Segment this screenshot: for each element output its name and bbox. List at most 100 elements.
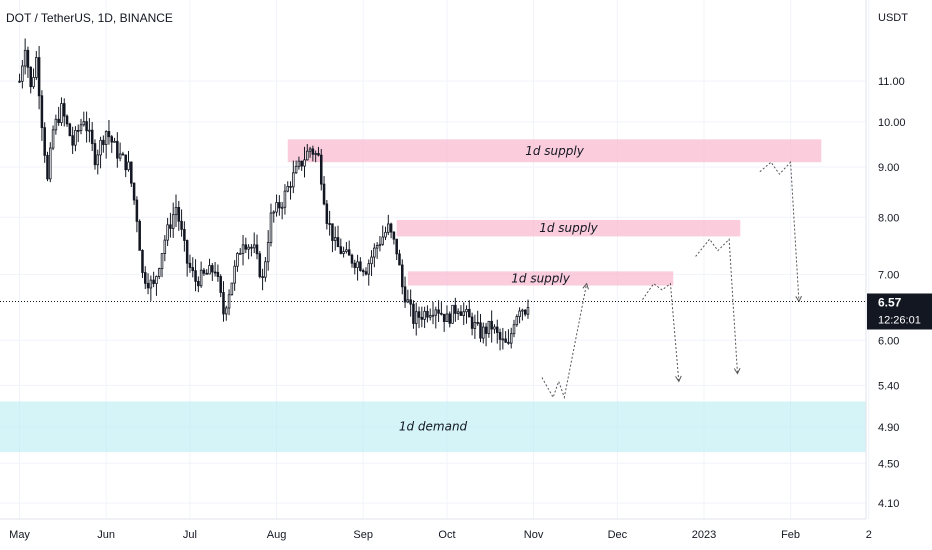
candle-body [378,243,382,246]
projection-path [695,238,738,374]
candle-body [300,160,303,167]
demand-zone-label: 1d demand [399,420,468,434]
candle-body [233,265,236,284]
candle-body [202,269,206,274]
candle-body [487,320,491,334]
candle-body [518,310,521,317]
last-price-value: 6.57 [878,295,902,309]
candle-body [423,310,426,320]
price-tick-label: 11.00 [878,76,905,88]
candle-body [278,202,281,209]
candle-body [325,203,329,224]
candle-body [289,186,292,188]
candle-body [143,272,147,284]
supply-zone-label: 1d supply [525,144,584,158]
candle-body [194,270,197,282]
candle-body [205,272,208,275]
price-tick-label: 4.90 [878,422,899,434]
price-tick-label: 4.50 [878,458,899,470]
candle-body [79,124,83,132]
candle-body [269,212,273,243]
candle-body [222,292,225,315]
candle-body [37,57,41,97]
candle-body [342,251,345,254]
candle-body [57,118,60,123]
candle-body [236,253,239,267]
candle-body [294,165,298,174]
projection-arrowhead [733,367,741,375]
candle-body [46,154,49,180]
candle-body [339,246,343,254]
candle-body [373,247,376,258]
price-tick-label: 7.00 [878,269,899,281]
candle-body [384,231,387,238]
candle-body [451,304,454,324]
candle-body [157,268,161,277]
candle-body [65,115,69,125]
candle-body [347,249,351,256]
projection-path [759,161,800,302]
candle-body [521,309,524,312]
candle-body [238,252,242,255]
candle-body [132,182,136,201]
candle-body [76,129,80,132]
candle-body [35,57,38,78]
time-tick-label: Jul [183,529,197,541]
time-tick-label: Sep [353,529,373,541]
candle-body [319,154,323,185]
candle-body [454,304,457,314]
candle-body [412,303,415,324]
time-tick-label: Feb [781,529,800,541]
candle-body [283,190,287,208]
candle-body [437,309,440,314]
candle-body [110,136,114,143]
candle-body [102,139,105,145]
candle-body [465,308,468,313]
candle-body [104,131,108,145]
candle-body [470,316,474,329]
time-tick-label: Jun [97,529,115,541]
time-tick-label: Aug [267,529,287,541]
candle-body [515,316,519,326]
candle-body [512,324,516,335]
candle-body [476,322,479,324]
supply-zone [396,219,741,237]
candle-body [395,238,398,255]
candle-body [468,308,471,318]
candle-body [160,253,164,270]
candle-body [266,242,270,263]
time-tick-label: 2023 [692,529,716,541]
candle-body [280,206,284,209]
candle-body [211,265,214,273]
candle-body [328,223,331,225]
candle-body [428,315,432,318]
currency-label: USDT [878,12,908,24]
candle-body [442,313,446,322]
candle-body [255,244,259,255]
candle-body [199,269,203,287]
zones: 1d supply 1d supply 1d supply 1d demand [0,139,866,453]
candle-body [456,311,460,314]
projections [541,161,802,400]
candle-body [21,65,24,82]
candle-body [71,135,74,146]
candle-body [183,228,186,241]
candle-body [121,153,125,156]
candle-body [169,224,172,229]
candle-body [482,326,485,339]
candle-body [275,202,278,213]
candle-body [426,310,429,318]
candle-body [370,256,373,265]
candle-body [445,313,449,322]
candle-body [333,237,337,241]
candle-body [82,121,86,126]
candle-body [440,312,443,315]
candle-body [149,279,153,289]
candle-body [317,153,320,156]
countdown-timer: 12:26:01 [878,314,921,326]
candle-body [292,172,295,188]
candle-body [216,271,220,277]
axes: USDT 4.10 4.50 4.90 5.40 6.00 7.00 8.00 9.00 10.… [0,0,908,541]
candle-body [484,326,488,334]
candle-body [49,147,52,180]
